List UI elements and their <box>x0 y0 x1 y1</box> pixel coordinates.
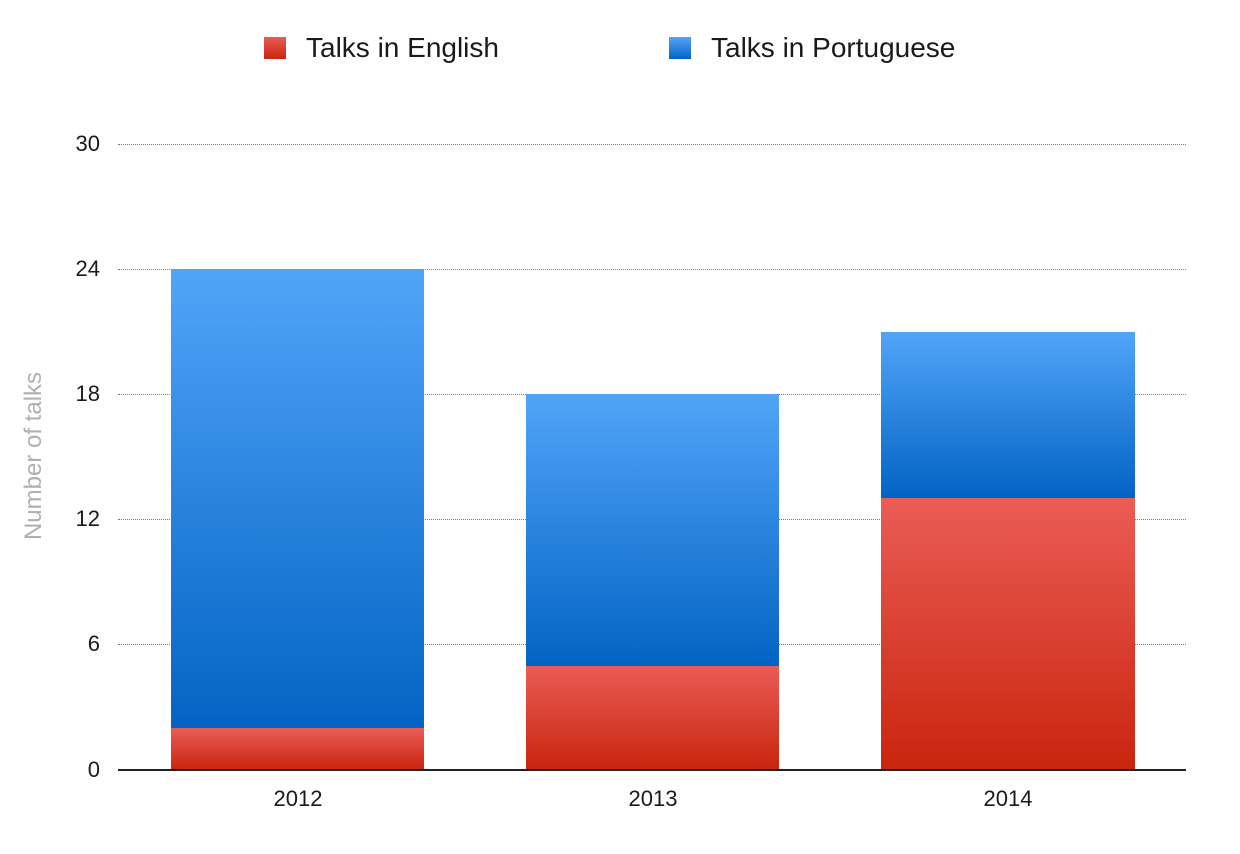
x-tick-2013: 2013 <box>628 786 678 811</box>
y-tick-0: 0 <box>87 757 100 782</box>
legend-label-english: Talks in English <box>306 32 499 63</box>
legend-swatch-english <box>264 37 286 59</box>
bar-2014-portuguese <box>881 332 1135 498</box>
y-tick-18: 18 <box>75 381 100 406</box>
legend-label-portuguese: Talks in Portuguese <box>711 32 956 63</box>
bar-2014-english <box>881 498 1135 770</box>
legend-swatch-portuguese <box>669 37 691 59</box>
gridline-30 <box>118 144 1186 145</box>
bar-2013-portuguese <box>526 394 779 666</box>
y-tick-6: 6 <box>87 631 100 656</box>
gridline-24 <box>118 269 1186 270</box>
x-axis-line <box>118 769 1186 771</box>
bar-2012-english <box>171 728 424 770</box>
legend-item-portuguese: Talks in Portuguese <box>669 32 955 64</box>
bar-2012-portuguese <box>171 269 424 728</box>
y-tick-24: 24 <box>75 256 100 281</box>
y-tick-12: 12 <box>75 506 100 531</box>
legend-item-english: Talks in English <box>264 32 499 64</box>
bar-2013-english <box>526 666 779 770</box>
y-tick-30: 30 <box>75 131 100 156</box>
x-tick-2014: 2014 <box>983 786 1033 811</box>
x-tick-2012: 2012 <box>273 786 323 811</box>
